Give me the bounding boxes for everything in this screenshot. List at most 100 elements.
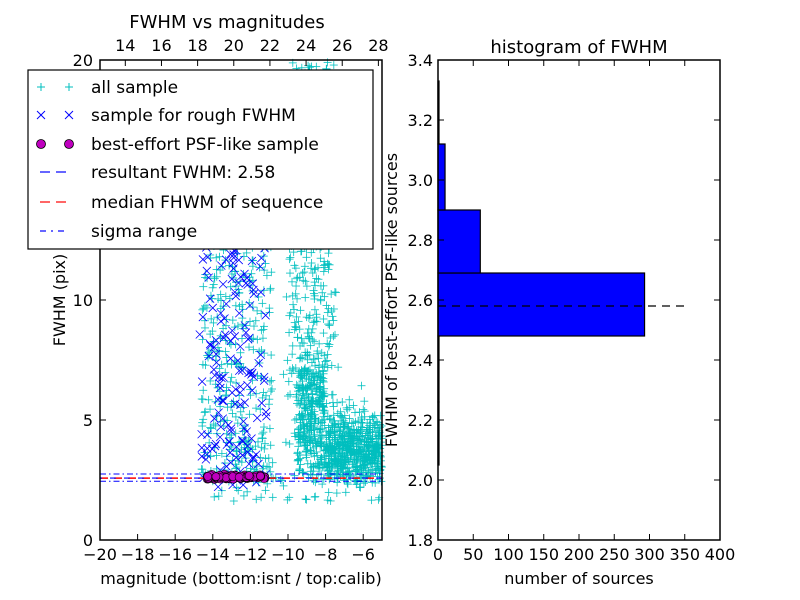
- all-sample-point: [290, 305, 299, 314]
- all-sample-point: [299, 468, 308, 477]
- all-sample-point: [236, 359, 245, 368]
- all-sample-point: [310, 317, 319, 326]
- rough-sample-point: [244, 459, 254, 469]
- rough-sample-point: [230, 332, 240, 341]
- all-sample-point: [316, 254, 325, 263]
- all-sample-point: [344, 457, 353, 466]
- all-sample-point: [292, 282, 301, 291]
- all-sample-point: [300, 438, 309, 447]
- all-sample-point: [331, 435, 340, 444]
- rough-sample-point: [254, 358, 263, 368]
- all-sample-point: [356, 483, 365, 492]
- all-sample-point: [308, 269, 317, 278]
- all-sample-point: [247, 335, 256, 344]
- rough-sample-point: [213, 395, 223, 404]
- legend-label: sample for rough FWHM: [91, 106, 296, 126]
- rough-sample-point: [256, 350, 265, 360]
- all-sample-point: [345, 403, 354, 412]
- rough-sample-point: [246, 367, 255, 377]
- all-sample-point: [295, 410, 304, 419]
- all-sample-point: [320, 263, 329, 272]
- rough-sample-point: [215, 432, 225, 442]
- all-sample-point: [258, 393, 267, 402]
- rough-sample-point: [218, 414, 228, 423]
- rough-sample-point: [221, 255, 231, 264]
- all-sample-point: [345, 457, 354, 466]
- all-sample-point: [295, 325, 304, 334]
- all-sample-point: [294, 455, 303, 464]
- all-sample-point: [306, 341, 315, 350]
- all-sample-point: [248, 303, 257, 312]
- all-sample-point: [328, 460, 337, 469]
- all-sample-point: [200, 323, 209, 332]
- all-sample-point: [309, 318, 318, 327]
- y-tick-label: 2.6: [408, 291, 433, 310]
- all-sample-point: [317, 457, 326, 466]
- all-sample-point: [267, 268, 276, 277]
- rough-sample-point: [236, 400, 245, 410]
- all-sample-point: [339, 434, 348, 443]
- rough-sample-point: [198, 312, 208, 322]
- all-sample-point: [249, 322, 258, 331]
- all-sample-point: [332, 489, 341, 498]
- all-sample-point: [253, 306, 262, 315]
- rough-sample-point: [257, 253, 266, 263]
- rough-sample-point: [261, 311, 270, 320]
- all-sample-point: [267, 376, 276, 385]
- all-sample-point: [308, 399, 317, 408]
- all-sample-point: [371, 478, 380, 487]
- rough-sample-point: [198, 255, 208, 264]
- all-sample-point: [301, 495, 310, 504]
- all-sample-point: [303, 367, 312, 376]
- all-sample-point: [310, 434, 319, 443]
- all-sample-point: [360, 397, 369, 406]
- histogram-bar: [437, 272, 646, 337]
- all-sample-point: [376, 451, 385, 460]
- all-sample-point: [258, 334, 267, 343]
- all-sample-point: [216, 304, 225, 313]
- all-sample-point: [329, 445, 338, 454]
- rough-sample-point: [219, 333, 229, 343]
- all-sample-point: [282, 292, 291, 301]
- all-sample-point: [288, 341, 297, 350]
- all-sample-point: [320, 351, 329, 360]
- all-sample-point: [372, 427, 381, 436]
- all-sample-point: [359, 466, 368, 475]
- all-sample-point: [348, 436, 357, 445]
- all-sample-point: [314, 354, 323, 363]
- legend-item-resultant: resultant FWHM: 2.58: [40, 163, 275, 183]
- all-sample-point: [208, 283, 217, 292]
- all-sample-point: [342, 445, 351, 454]
- all-sample-point: [361, 477, 370, 486]
- top-x-tick-label: 18: [187, 36, 207, 55]
- all-sample-point: [230, 267, 239, 276]
- rough-sample-point: [226, 424, 236, 433]
- all-sample-point: [368, 454, 377, 463]
- all-sample-point: [303, 459, 312, 468]
- all-sample-point: [316, 383, 325, 392]
- all-sample-point: [318, 480, 327, 489]
- all-sample-point: [346, 472, 355, 481]
- all-sample-point: [293, 449, 302, 458]
- circle-marker-icon: [36, 139, 74, 149]
- all-sample-point: [206, 376, 215, 385]
- all-sample-point: [261, 486, 270, 495]
- all-sample-point: [219, 422, 228, 431]
- all-sample-point: [307, 372, 316, 381]
- all-sample-point: [301, 293, 310, 302]
- all-sample-point: [323, 339, 332, 348]
- all-sample-point: [330, 288, 339, 297]
- all-sample-point: [200, 316, 209, 325]
- y-tick-label: 0: [83, 531, 93, 550]
- x-tick-label: 150: [528, 545, 559, 564]
- all-sample-point: [302, 453, 311, 462]
- all-sample-point: [307, 463, 316, 472]
- legend-item-all-sample: all sample: [37, 78, 178, 98]
- all-sample-point: [225, 294, 234, 303]
- all-sample-point: [329, 61, 338, 70]
- all-sample-point: [323, 461, 332, 470]
- y-tick-label: 2.8: [408, 231, 433, 250]
- rough-sample-point: [219, 396, 228, 406]
- rough-sample-point: [247, 256, 257, 266]
- all-sample-point: [288, 277, 297, 286]
